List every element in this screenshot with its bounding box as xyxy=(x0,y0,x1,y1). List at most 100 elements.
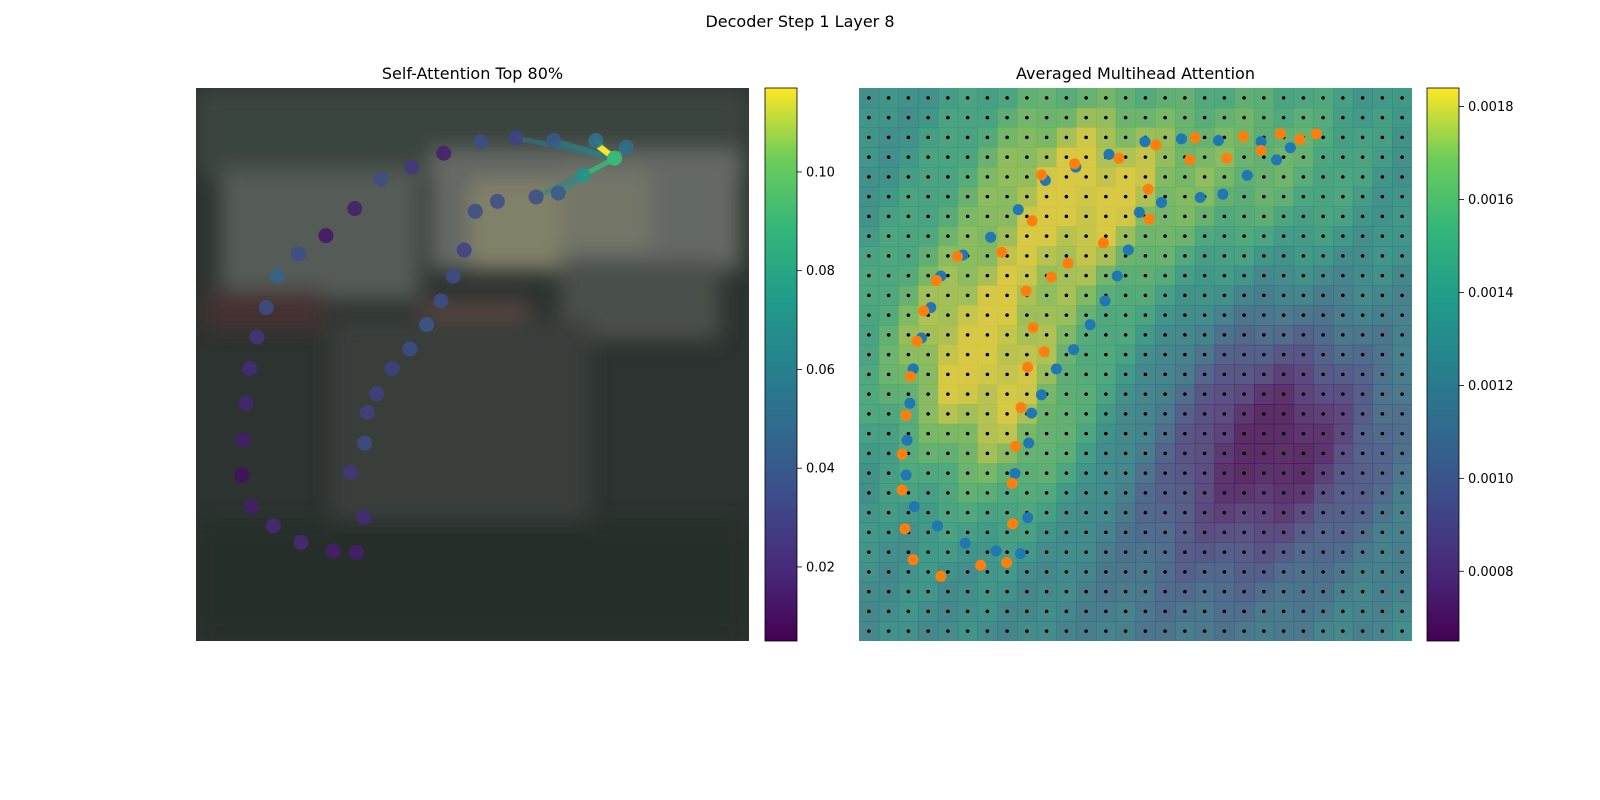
grid-dot xyxy=(1143,412,1148,416)
grid-dot xyxy=(1262,96,1266,100)
grid-dot xyxy=(886,175,891,179)
attention-line xyxy=(515,135,616,161)
attention-point xyxy=(318,228,334,244)
grid-dot xyxy=(926,175,930,179)
grid-dot xyxy=(965,313,970,317)
grid-dot xyxy=(1025,471,1029,475)
grid-dot xyxy=(1360,609,1365,614)
grid-dot xyxy=(1341,372,1345,377)
grid-dot xyxy=(1321,491,1325,495)
grid-dot xyxy=(886,412,891,416)
grid-dot xyxy=(867,629,871,633)
grid-dot xyxy=(1044,530,1049,535)
grid-dot xyxy=(1222,313,1227,317)
grid-dot xyxy=(867,550,871,554)
grid-dot xyxy=(1084,155,1088,159)
attention-point xyxy=(325,543,341,559)
grid-dot xyxy=(1341,96,1345,100)
grid-dot xyxy=(1222,115,1227,120)
grid-dot xyxy=(1222,550,1227,554)
grid-dot xyxy=(926,550,930,554)
grid-dot xyxy=(1380,491,1385,495)
grid-dot xyxy=(886,491,891,495)
grid-dot xyxy=(1183,234,1187,238)
grid-dot xyxy=(1222,570,1227,574)
grid-dot xyxy=(886,570,891,574)
grid-dot xyxy=(985,451,990,456)
grid-dot xyxy=(1143,471,1148,475)
grid-dot xyxy=(1262,471,1266,475)
orange-point xyxy=(1142,183,1154,195)
grid-dot xyxy=(1360,471,1365,475)
grid-dot xyxy=(926,629,930,633)
grid-dot xyxy=(867,431,871,436)
grid-dot xyxy=(1341,451,1345,456)
grid-dot xyxy=(867,254,871,258)
grid-dot xyxy=(1360,510,1365,515)
grid-dot xyxy=(1104,570,1108,574)
grid-dot xyxy=(1400,372,1404,377)
grid-dot xyxy=(1341,273,1345,278)
attention-point xyxy=(348,545,364,561)
grid-dot xyxy=(906,96,911,100)
grid-dot xyxy=(1025,609,1029,614)
grid-dot xyxy=(1104,510,1108,515)
grid-dot xyxy=(1163,392,1167,396)
grid-dot xyxy=(1321,293,1325,298)
grid-dot xyxy=(1222,431,1227,436)
grid-dot xyxy=(1380,96,1385,100)
grid-dot xyxy=(1242,550,1246,554)
grid-dot xyxy=(1341,293,1345,298)
grid-dot xyxy=(1242,392,1246,396)
grid-dot xyxy=(1025,155,1029,159)
grid-dot xyxy=(1360,313,1365,317)
grid-dot xyxy=(1143,510,1148,515)
grid-dot xyxy=(1262,510,1266,515)
attention-point xyxy=(234,467,250,483)
grid-dot xyxy=(1005,293,1009,298)
grid-dot xyxy=(1262,392,1266,396)
grid-dot xyxy=(1005,372,1009,377)
grid-dot xyxy=(1104,451,1108,456)
grid-dot xyxy=(1341,609,1345,614)
grid-dot xyxy=(1400,589,1404,594)
grid-dot xyxy=(1123,115,1128,120)
grid-dot xyxy=(965,412,970,416)
grid-dot xyxy=(1084,510,1088,515)
grid-dot xyxy=(1025,431,1029,436)
grid-dot xyxy=(1380,234,1385,238)
grid-dot xyxy=(906,550,911,554)
grid-dot xyxy=(886,273,891,278)
grid-dot xyxy=(1222,175,1227,179)
grid-dot xyxy=(1202,155,1207,159)
grid-dot xyxy=(1242,273,1246,278)
grid-dot xyxy=(1222,491,1227,495)
grid-dot xyxy=(1301,471,1306,475)
grid-dot xyxy=(1400,135,1404,140)
grid-dot xyxy=(1281,96,1286,100)
grid-dot xyxy=(1025,629,1029,633)
orange-point xyxy=(1020,285,1032,297)
attention-point xyxy=(546,133,562,149)
blue-point xyxy=(1194,191,1206,203)
blue-point xyxy=(1026,407,1038,419)
grid-dot xyxy=(1281,431,1286,436)
attention-point xyxy=(384,360,400,376)
grid-dot xyxy=(1025,570,1029,574)
grid-dot xyxy=(1380,412,1385,416)
grid-dot xyxy=(867,273,871,278)
grid-dot xyxy=(946,234,950,238)
grid-dot xyxy=(1262,629,1266,633)
grid-dot xyxy=(1143,451,1148,456)
grid-dot xyxy=(1360,491,1365,495)
grid-dot xyxy=(1222,451,1227,456)
grid-dot xyxy=(1183,254,1187,258)
colorbar-tick-label: 0.10 xyxy=(806,165,835,180)
grid-dot xyxy=(1183,451,1187,456)
grid-dot xyxy=(1301,431,1306,436)
colorbar-tick-label: 0.0014 xyxy=(1468,286,1514,301)
blue-point xyxy=(990,545,1002,557)
grid-dot xyxy=(1380,273,1385,278)
grid-dot xyxy=(1341,214,1345,219)
attention-point xyxy=(269,268,285,284)
